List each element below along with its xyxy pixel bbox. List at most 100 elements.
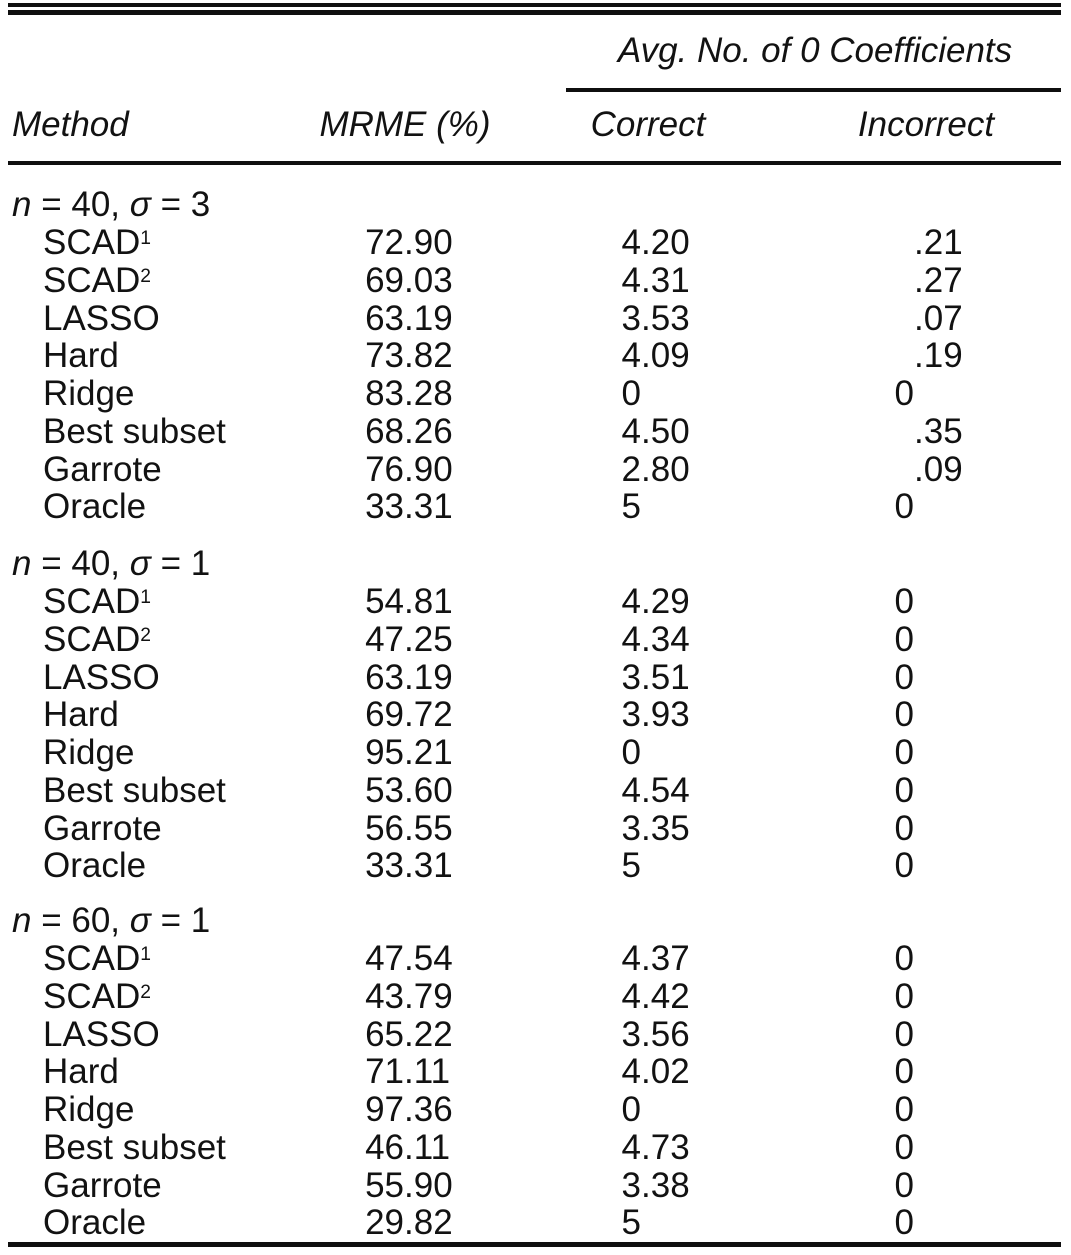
table-section: n = 40, σ = 3 SCAD1 72.90 4.20.21 SCAD2 69.03… xyxy=(10,186,1061,526)
correct-value-int: 0 xyxy=(621,733,641,772)
incorrect-value-int: 0 xyxy=(894,939,914,978)
method-superscript: 2 xyxy=(140,624,151,646)
mrme-value-frac: .21 xyxy=(404,733,453,772)
mrme-value-frac: .11 xyxy=(404,1052,451,1092)
correct-value-int: 3 xyxy=(621,657,641,697)
mrme-value-frac: .60 xyxy=(404,770,453,810)
column-header-correct: Correct xyxy=(590,105,706,144)
correct-value-int: 4 xyxy=(621,223,641,262)
table-row: LASSO 63.19 3.51 0 xyxy=(10,657,1061,697)
method-superscript: 1 xyxy=(140,944,151,965)
incorrect-value-int xyxy=(701,337,914,375)
incorrect-value-int xyxy=(701,451,914,489)
incorrect-value-int: 0 xyxy=(894,976,914,1016)
incorrect-value-frac xyxy=(914,659,1061,697)
mrme-value-frac: .55 xyxy=(404,808,453,848)
correct-value-int: 0 xyxy=(621,1090,641,1129)
incorrect-value-frac xyxy=(914,488,1061,526)
mrme-value-int: 29 xyxy=(365,1203,404,1243)
incorrect-value-frac xyxy=(914,621,1061,659)
correct-value-frac: .09 xyxy=(641,336,690,376)
top-rule-inner xyxy=(8,10,1061,15)
mrme-value-frac: .79 xyxy=(404,976,453,1016)
method-cell: LASSO xyxy=(10,298,300,338)
method-label: Oracle xyxy=(43,1203,147,1243)
section-header-text: = 3 xyxy=(150,185,211,224)
table-row: Ridge 97.36 0 0 xyxy=(10,1091,1061,1129)
mrme-value-int: 63 xyxy=(365,298,404,338)
method-cell: Best subset xyxy=(10,1128,300,1167)
section-header-text: = 60, xyxy=(31,901,130,940)
method-label: SCAD xyxy=(43,976,141,1016)
method-label: LASSO xyxy=(43,657,160,697)
method-label: Hard xyxy=(43,1052,119,1092)
method-label: Best subset xyxy=(43,770,226,810)
method-label: SCAD xyxy=(43,223,141,262)
incorrect-value-frac xyxy=(914,1053,1061,1091)
incorrect-value-frac xyxy=(914,375,1061,413)
correct-value-frac: .29 xyxy=(641,582,690,621)
correct-value-frac: .93 xyxy=(641,695,690,735)
mrme-value-int: 53 xyxy=(365,770,404,810)
incorrect-value-frac xyxy=(914,1204,1061,1242)
incorrect-value-frac xyxy=(914,847,1061,885)
incorrect-value-int: 0 xyxy=(894,808,914,848)
method-cell: Oracle xyxy=(10,488,300,526)
incorrect-value-int: 0 xyxy=(894,1203,914,1243)
correct-value-int: 3 xyxy=(621,1014,641,1054)
table-section: n = 60, σ = 1 SCAD1 47.54 4.37 0 SCAD2 43.79 4.… xyxy=(10,902,1061,1242)
section-header-variable: n xyxy=(12,544,32,583)
incorrect-value-frac: .21 xyxy=(914,223,963,262)
incorrect-value-int xyxy=(701,300,914,338)
correct-value-int: 4 xyxy=(621,770,641,810)
correct-value-int: 3 xyxy=(621,808,641,848)
incorrect-value-int: 0 xyxy=(894,619,914,659)
incorrect-value-frac: .27 xyxy=(914,260,963,300)
table-row: Hard 69.72 3.93 0 xyxy=(10,696,1061,734)
correct-value-frac: .51 xyxy=(641,657,690,697)
method-cell: Oracle xyxy=(10,847,300,885)
method-cell: Garrote xyxy=(10,809,300,848)
mrme-value-int: 46 xyxy=(365,1127,404,1167)
incorrect-value-frac xyxy=(914,810,1061,848)
section-header: n = 40, σ = 1 xyxy=(10,545,1061,583)
correct-value-frac: .80 xyxy=(641,449,690,489)
mrme-value-frac: .11 xyxy=(404,1127,451,1167)
mrme-value-int: 47 xyxy=(365,619,404,659)
mrme-value-frac: .19 xyxy=(404,657,453,697)
method-label: LASSO xyxy=(43,298,160,338)
correct-value-frac: .73 xyxy=(641,1127,690,1167)
method-label: Garrote xyxy=(43,1165,162,1205)
section-header-text: = 1 xyxy=(150,901,211,940)
mrme-value-int: 55 xyxy=(365,1165,404,1205)
mrme-value-frac: .28 xyxy=(404,374,453,413)
table-row: Best subset 53.60 4.54 0 xyxy=(10,770,1061,810)
correct-value-int: 2 xyxy=(621,449,641,489)
correct-value-int: 4 xyxy=(621,1127,641,1167)
table-row: SCAD1 47.54 4.37 0 xyxy=(10,940,1061,978)
section-header: n = 60, σ = 1 xyxy=(10,902,1061,940)
method-label: Best subset xyxy=(43,411,226,451)
correct-value-frac xyxy=(641,1091,701,1129)
section-header-text: = 40, xyxy=(31,544,130,583)
incorrect-value-int xyxy=(701,262,914,300)
mrme-value-int: 43 xyxy=(365,976,404,1016)
method-cell: Best subset xyxy=(10,411,300,451)
table-row: SCAD2 69.03 4.31 .27 xyxy=(10,260,1061,300)
method-cell: Ridge xyxy=(10,1091,300,1129)
method-cell: SCAD1 xyxy=(10,224,300,262)
method-superscript: 2 xyxy=(140,981,151,1003)
correct-value-frac: .38 xyxy=(641,1165,690,1205)
method-label: SCAD xyxy=(43,939,141,978)
mrme-value-frac: .90 xyxy=(404,1165,453,1205)
mrme-value-frac: .72 xyxy=(404,695,453,735)
incorrect-value-frac: .07 xyxy=(914,298,963,338)
table-row: Ridge 95.21 0 0 xyxy=(10,734,1061,772)
section-header-variable: n xyxy=(12,185,32,224)
mrme-value-frac: .81 xyxy=(404,582,453,621)
table-row: Oracle 33.31 5 0 xyxy=(10,847,1061,885)
correct-value-int: 4 xyxy=(621,260,641,300)
incorrect-value-int: 0 xyxy=(894,770,914,810)
incorrect-value-int xyxy=(701,224,914,262)
mrme-value-frac: .03 xyxy=(404,260,453,300)
